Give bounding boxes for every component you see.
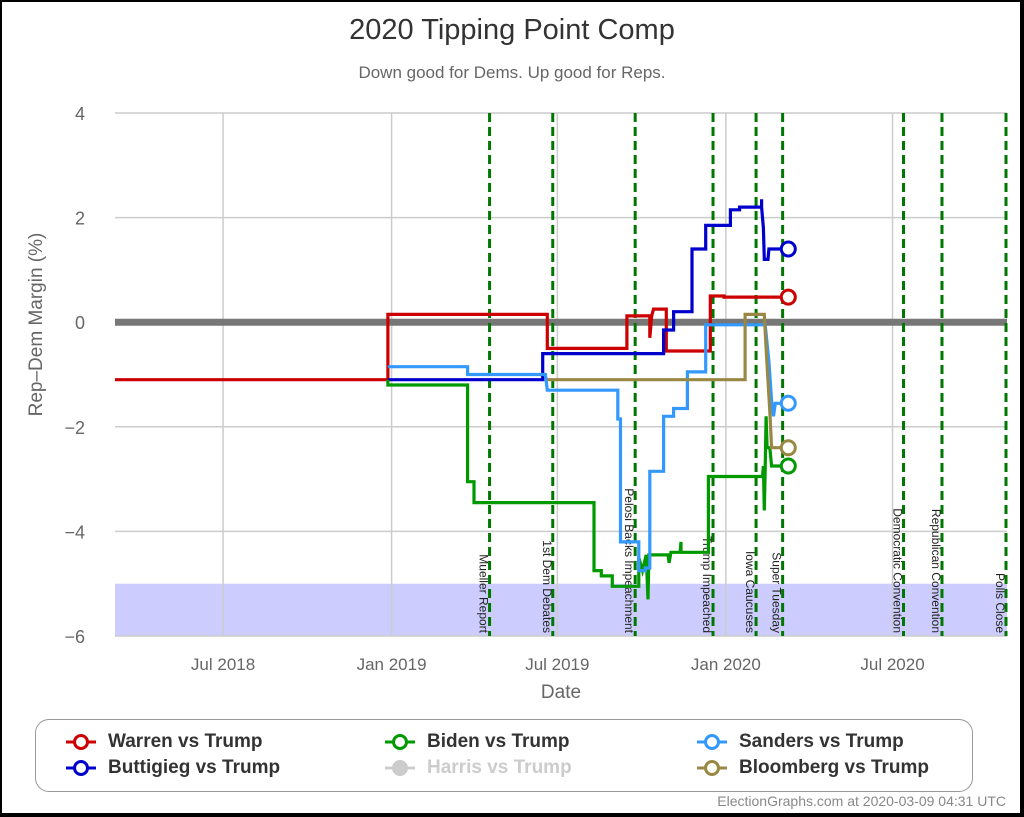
legend-item-sanders[interactable]: Sanders vs Trump <box>695 731 904 753</box>
legend-item-harris[interactable]: Harris vs Trump <box>383 757 572 779</box>
legend-item-buttigieg[interactable]: Buttigieg vs Trump <box>64 757 280 779</box>
endpoint-marker-bloomberg[interactable] <box>779 439 797 457</box>
x-tick-label: Jul 2019 <box>525 655 589 674</box>
event-label: Mueller Report <box>477 554 491 633</box>
circle-marker-icon <box>695 732 735 752</box>
x-tick-label: Jan 2020 <box>691 655 761 674</box>
legend-item-biden[interactable]: Biden vs Trump <box>383 731 570 753</box>
event-label: Super Tuesday <box>770 552 784 633</box>
x-axis-label: Date <box>541 682 581 703</box>
circle-marker-icon <box>64 758 104 778</box>
source-credit[interactable]: ElectionGraphs.com at 2020-03-09 04:31 U… <box>717 793 1006 809</box>
event-label: Republican Convention <box>929 509 943 633</box>
y-axis-label: Rep–Dem Margin (%) <box>26 233 47 417</box>
axes: 4 2 0 −2 −4 −6 Jul 2018 Jan 2019 Jul 2019 Jan 202… <box>26 104 925 703</box>
series-lines <box>115 199 797 600</box>
event-label: Polls Close <box>993 573 1007 633</box>
circle-marker-icon <box>383 732 423 752</box>
event-label: Iowa Caucuses <box>743 551 757 633</box>
x-tick-label: Jan 2019 <box>357 655 427 674</box>
y-tick-label: 0 <box>75 313 85 333</box>
plot-area: Mueller Report 1st Dem Debates Pelosi Back… <box>26 104 1008 703</box>
event-label: 1st Dem Debates <box>540 540 554 633</box>
x-tick-label: Jul 2018 <box>191 655 255 674</box>
chart-title: 2020 Tipping Point Comp <box>349 14 675 46</box>
series-warren <box>115 294 787 382</box>
endpoint-marker-biden[interactable] <box>779 457 797 475</box>
y-tick-label: −2 <box>64 418 85 438</box>
series-buttigieg <box>387 199 787 382</box>
circle-marker-icon <box>695 758 735 778</box>
shaded-region <box>115 583 1007 636</box>
event-label: Trump Impeached <box>700 536 714 633</box>
event-markers: Mueller Report 1st Dem Debates Pelosi Back… <box>477 113 1008 636</box>
y-tick-label: −6 <box>64 627 85 647</box>
legend: Warren vs Trump Biden vs Trump Sanders v… <box>35 719 973 792</box>
shaded-band <box>115 583 1007 636</box>
y-tick-label: −4 <box>64 522 85 542</box>
event-label: Democratic Convention <box>891 508 905 633</box>
circle-marker-icon <box>64 732 104 752</box>
legend-item-warren[interactable]: Warren vs Trump <box>64 731 263 753</box>
grid-lines <box>115 112 1007 637</box>
legend-item-bloomberg[interactable]: Bloomberg vs Trump <box>695 757 929 779</box>
endpoint-marker-sanders[interactable] <box>779 394 797 412</box>
endpoint-marker-buttigieg[interactable] <box>779 240 797 258</box>
x-tick-label: Jul 2020 <box>860 655 924 674</box>
chart-subtitle: Down good for Dems. Up good for Reps. <box>358 63 666 82</box>
event-label: Pelosi Backs Impeachment <box>622 488 636 633</box>
filled-circle-marker-icon <box>383 758 423 778</box>
series-bloomberg <box>547 312 787 450</box>
endpoint-marker-warren[interactable] <box>779 288 797 306</box>
y-tick-label: 4 <box>75 104 85 124</box>
y-tick-label: 2 <box>75 209 85 229</box>
